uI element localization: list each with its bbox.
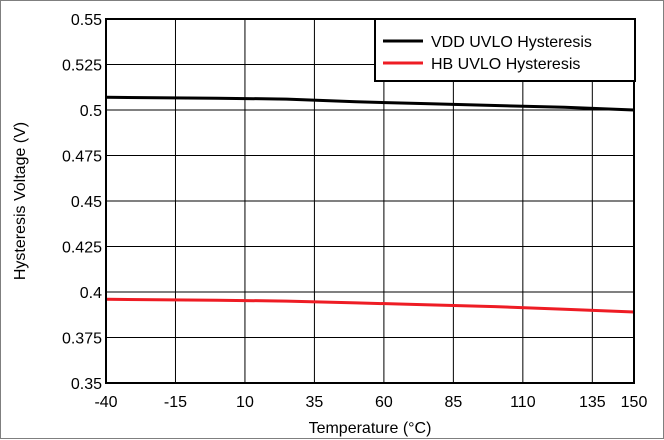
x-tick-label: 110 (510, 394, 536, 411)
x-tick-label: 85 (444, 394, 462, 411)
y-tick-label: 0.425 (62, 240, 102, 257)
x-tick-label: 35 (306, 394, 324, 411)
legend-label-hb: HB UVLO Hysteresis (431, 56, 580, 73)
y-axis-title: Hysteresis Voltage (V) (12, 122, 29, 280)
y-tick-label: 0.475 (62, 149, 102, 166)
series-line-hb (105, 297, 635, 314)
plot-area-border (105, 18, 635, 384)
y-tick-label: 0.375 (62, 331, 102, 348)
tick-labels: -40 -15 10 35 60 85 110 135 150 0.35 0.375 0.4 0.425… (62, 12, 647, 411)
series-lines (105, 95, 635, 314)
x-tick-label: 10 (236, 394, 254, 411)
y-tick-label: 0.55 (71, 12, 102, 29)
y-tick-label: 0.45 (71, 194, 102, 211)
x-tick-label: -15 (164, 394, 187, 411)
series-line-vdd (105, 95, 635, 112)
legend-label-vdd: VDD UVLO Hysteresis (431, 34, 592, 51)
y-tick-label: 0.35 (71, 376, 102, 393)
x-tick-label: 60 (375, 394, 393, 411)
legend-box (374, 18, 636, 82)
y-tick-label: 0.525 (62, 58, 102, 75)
x-tick-label: 135 (579, 394, 606, 411)
x-axis-title: Temperature (°C) (309, 420, 432, 437)
y-tick-label: 0.5 (80, 103, 102, 120)
x-tick-label: 150 (621, 394, 648, 411)
legend: VDD UVLO Hysteresis HB UVLO Hysteresis (374, 18, 636, 82)
y-tick-label: 0.4 (80, 285, 102, 302)
x-tick-label: -40 (94, 394, 117, 411)
